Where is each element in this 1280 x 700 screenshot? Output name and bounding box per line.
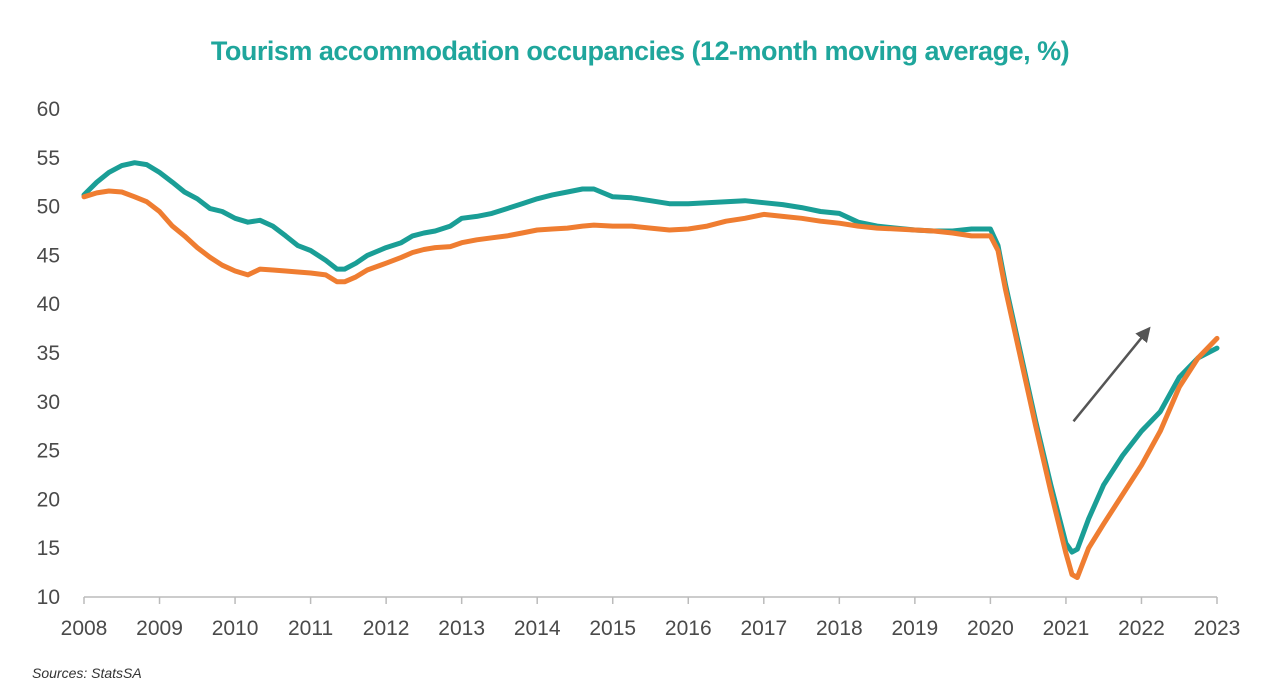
x-tick-label: 2016: [665, 617, 712, 640]
y-tick-label: 40: [37, 293, 60, 316]
source-note: Sources: StatsSA: [32, 665, 142, 681]
x-tick-label: 2011: [288, 617, 333, 640]
x-tick-label: 2019: [892, 617, 939, 640]
x-tick-label: 2017: [740, 617, 787, 640]
y-tick-label: 30: [37, 391, 60, 414]
series-line-1: [81, 160, 1220, 555]
x-tick-label: 2022: [1118, 617, 1165, 640]
x-tick-label: 2015: [589, 617, 636, 640]
y-tick-label: 45: [37, 244, 60, 267]
x-axis: 2008 2009 2010 2011 2012 2013 2014 2015 2016 2017…: [61, 597, 1241, 640]
y-tick-label: 35: [37, 342, 60, 365]
y-tick-label: 55: [37, 147, 60, 170]
trend-arrow: [1072, 326, 1151, 423]
x-tick-label: 2020: [967, 617, 1014, 640]
annotation-layer: [1072, 326, 1151, 423]
series-layer: [81, 160, 1220, 580]
x-tick-label: 2018: [816, 617, 863, 640]
x-tick-label: 2014: [514, 617, 561, 640]
x-tick-label: 2023: [1194, 617, 1241, 640]
y-tick-label: 60: [37, 98, 60, 121]
x-tick-label: 2013: [438, 617, 485, 640]
y-tick-label: 25: [37, 440, 60, 463]
chart-title: Tourism accommodation occupancies (12-mo…: [210, 36, 1070, 66]
y-axis: 10 15 20 25 30 35 40 45 50 55 60: [37, 98, 60, 609]
y-tick-label: 50: [37, 196, 60, 219]
y-tick-label: 10: [37, 586, 60, 609]
x-tick-label: 2012: [363, 617, 410, 640]
y-tick-label: 15: [37, 537, 60, 560]
x-tick-label: 2008: [61, 617, 108, 640]
x-tick-label: 2021: [1043, 617, 1090, 640]
series-line-2: [81, 188, 1220, 580]
x-tick-label: 2010: [212, 617, 259, 640]
x-tick-label: 2009: [136, 617, 183, 640]
y-tick-label: 20: [37, 488, 60, 511]
